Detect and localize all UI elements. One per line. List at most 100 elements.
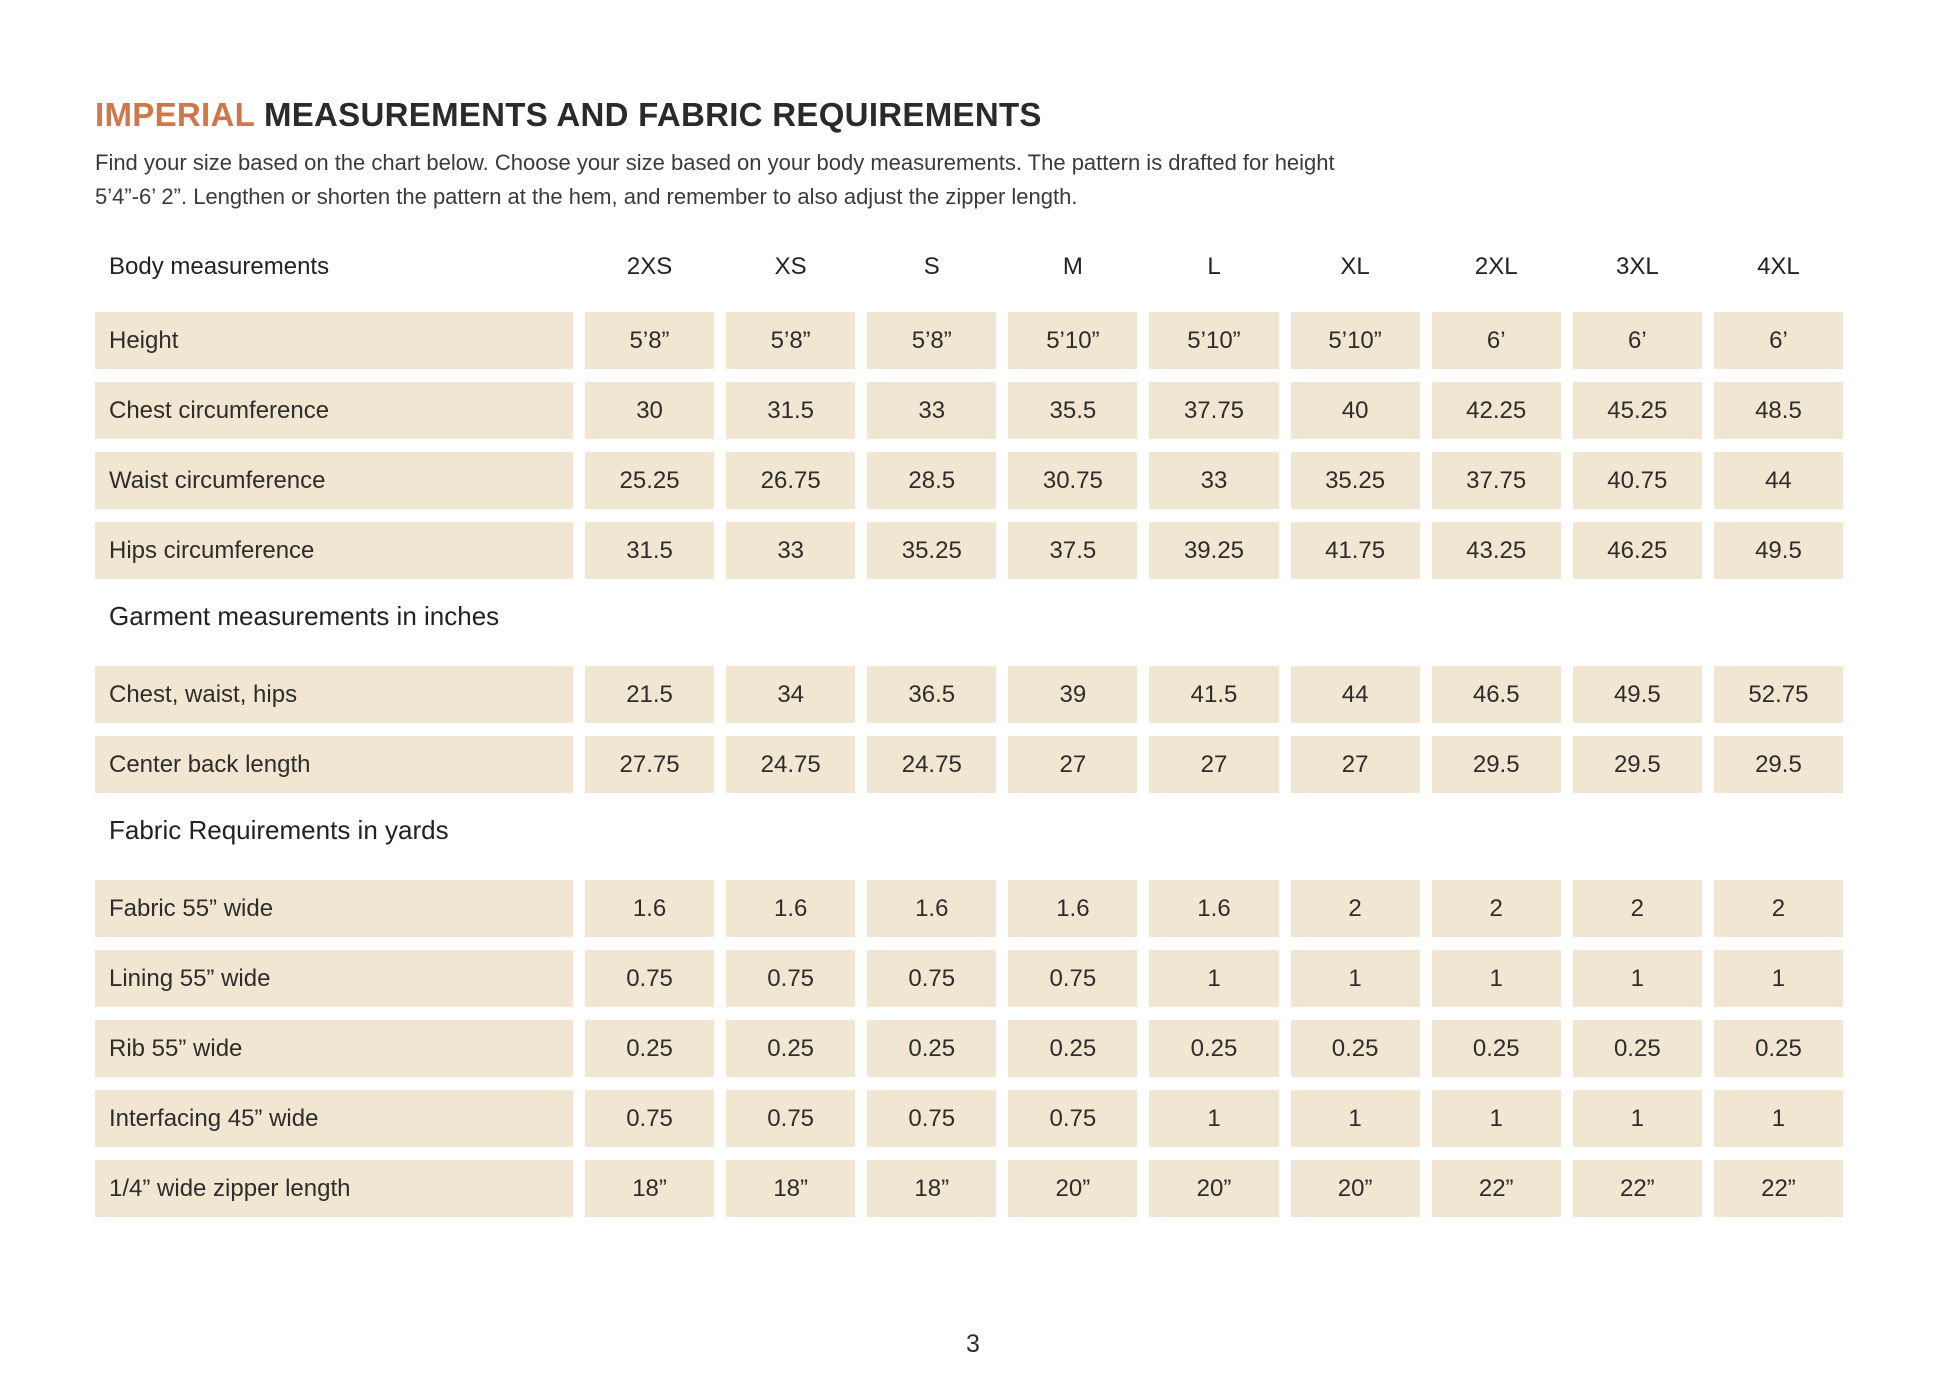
value-cell: 33 — [726, 522, 856, 580]
value-cell: 27 — [1290, 736, 1420, 794]
row-label: 1/4” wide zipper length — [95, 1160, 573, 1218]
value-cell: 2 — [1713, 880, 1843, 938]
section-heading: Fabric Requirements in yards — [109, 814, 449, 845]
value-cell: 0.75 — [726, 950, 856, 1008]
table-header-row: Body measurements 2XS XS S M L XL 2XL 3XL 4XL — [95, 244, 1843, 290]
value-cell: 0.75 — [867, 1090, 997, 1148]
value-cell: 42.25 — [1431, 382, 1561, 440]
value-cell: 1.6 — [1149, 880, 1279, 938]
value-cell: 0.25 — [1290, 1020, 1420, 1078]
value-cell: 1.6 — [585, 880, 715, 938]
table-row: Chest, waist, hips 21.5 34 36.5 39 41.5 44 46.5… — [95, 666, 1843, 724]
value-cell: 22” — [1713, 1160, 1843, 1218]
value-cell: 0.25 — [1431, 1020, 1561, 1078]
size-column-header: M — [1062, 253, 1083, 281]
value-cell: 0.25 — [1713, 1020, 1843, 1078]
value-cell: 33 — [1149, 452, 1279, 510]
value-cell: 1 — [1149, 1090, 1279, 1148]
page-title-highlight: IMPERIAL — [95, 96, 255, 133]
page-title: IMPERIAL MEASUREMENTS AND FABRIC REQUIRE… — [95, 96, 1846, 134]
value-cell: 46.5 — [1431, 666, 1561, 724]
value-cell: 29.5 — [1572, 736, 1702, 794]
value-cell: 52.75 — [1713, 666, 1843, 724]
value-cell: 41.5 — [1149, 666, 1279, 724]
value-cell: 1 — [1431, 1090, 1561, 1148]
row-label: Waist circumference — [95, 452, 573, 510]
value-cell: 0.25 — [726, 1020, 856, 1078]
value-cell: 37.75 — [1431, 452, 1561, 510]
value-cell: 6’ — [1572, 312, 1702, 370]
value-cell: 0.25 — [585, 1020, 715, 1078]
value-cell: 27 — [1149, 736, 1279, 794]
value-cell: 18” — [585, 1160, 715, 1218]
value-cell: 35.25 — [1290, 452, 1420, 510]
row-label: Fabric 55” wide — [95, 880, 573, 938]
value-cell: 5’8” — [585, 312, 715, 370]
value-cell: 1.6 — [1008, 880, 1138, 938]
value-cell: 1.6 — [726, 880, 856, 938]
value-cell: 20” — [1008, 1160, 1138, 1218]
value-cell: 2 — [1572, 880, 1702, 938]
size-column-header: L — [1207, 253, 1221, 281]
value-cell: 43.25 — [1431, 522, 1561, 580]
value-cell: 1 — [1149, 950, 1279, 1008]
value-cell: 24.75 — [867, 736, 997, 794]
value-cell: 37.5 — [1008, 522, 1138, 580]
table-row: Fabric 55” wide 1.6 1.6 1.6 1.6 1.6 2 2 2 2 — [95, 880, 1843, 938]
value-cell: 49.5 — [1572, 666, 1702, 724]
value-cell: 0.25 — [867, 1020, 997, 1078]
value-cell: 1.6 — [867, 880, 997, 938]
table-row: Interfacing 45” wide 0.75 0.75 0.75 0.75 1 1 1 1… — [95, 1090, 1843, 1148]
row-label: Hips circumference — [95, 522, 573, 580]
value-cell: 5’8” — [867, 312, 997, 370]
value-cell: 26.75 — [726, 452, 856, 510]
size-column-header: XL — [1340, 253, 1370, 281]
value-cell: 28.5 — [867, 452, 997, 510]
value-cell: 5’10” — [1290, 312, 1420, 370]
value-cell: 34 — [726, 666, 856, 724]
value-cell: 1 — [1290, 950, 1420, 1008]
value-cell: 31.5 — [726, 382, 856, 440]
value-cell: 39.25 — [1149, 522, 1279, 580]
size-column-header: 4XL — [1757, 253, 1800, 281]
value-cell: 6’ — [1713, 312, 1843, 370]
value-cell: 20” — [1290, 1160, 1420, 1218]
value-cell: 49.5 — [1713, 522, 1843, 580]
row-label: Chest circumference — [95, 382, 573, 440]
value-cell: 0.25 — [1008, 1020, 1138, 1078]
table-row: Rib 55” wide 0.25 0.25 0.25 0.25 0.25 0.25 0.25… — [95, 1020, 1843, 1078]
value-cell: 31.5 — [585, 522, 715, 580]
section-heading: Garment measurements in inches — [109, 600, 500, 631]
value-cell: 44 — [1290, 666, 1420, 724]
value-cell: 25.25 — [585, 452, 715, 510]
value-cell: 46.25 — [1572, 522, 1702, 580]
value-cell: 0.75 — [585, 950, 715, 1008]
table-row: Hips circumference 31.5 33 35.25 37.5 39.25 41… — [95, 522, 1843, 580]
value-cell: 1 — [1431, 950, 1561, 1008]
value-cell: 0.75 — [585, 1090, 715, 1148]
value-cell: 2 — [1290, 880, 1420, 938]
value-cell: 37.75 — [1149, 382, 1279, 440]
value-cell: 40 — [1290, 382, 1420, 440]
page-number: 3 — [966, 1330, 980, 1358]
value-cell: 35.5 — [1008, 382, 1138, 440]
value-cell: 27.75 — [585, 736, 715, 794]
measurements-table: Body measurements 2XS XS S M L XL 2XL 3XL 4XL Heig… — [95, 244, 1843, 1218]
value-cell: 5’8” — [726, 312, 856, 370]
value-cell: 30 — [585, 382, 715, 440]
value-cell: 0.75 — [726, 1090, 856, 1148]
table-row: 1/4” wide zipper length 18” 18” 18” 20” 20” 20… — [95, 1160, 1843, 1218]
value-cell: 24.75 — [726, 736, 856, 794]
row-label: Rib 55” wide — [95, 1020, 573, 1078]
value-cell: 1 — [1713, 1090, 1843, 1148]
value-cell: 20” — [1149, 1160, 1279, 1218]
row-label: Height — [95, 312, 573, 370]
value-cell: 18” — [726, 1160, 856, 1218]
value-cell: 0.25 — [1572, 1020, 1702, 1078]
row-label: Lining 55” wide — [95, 950, 573, 1008]
value-cell: 1 — [1290, 1090, 1420, 1148]
value-cell: 35.25 — [867, 522, 997, 580]
value-cell: 0.75 — [1008, 950, 1138, 1008]
value-cell: 45.25 — [1572, 382, 1702, 440]
